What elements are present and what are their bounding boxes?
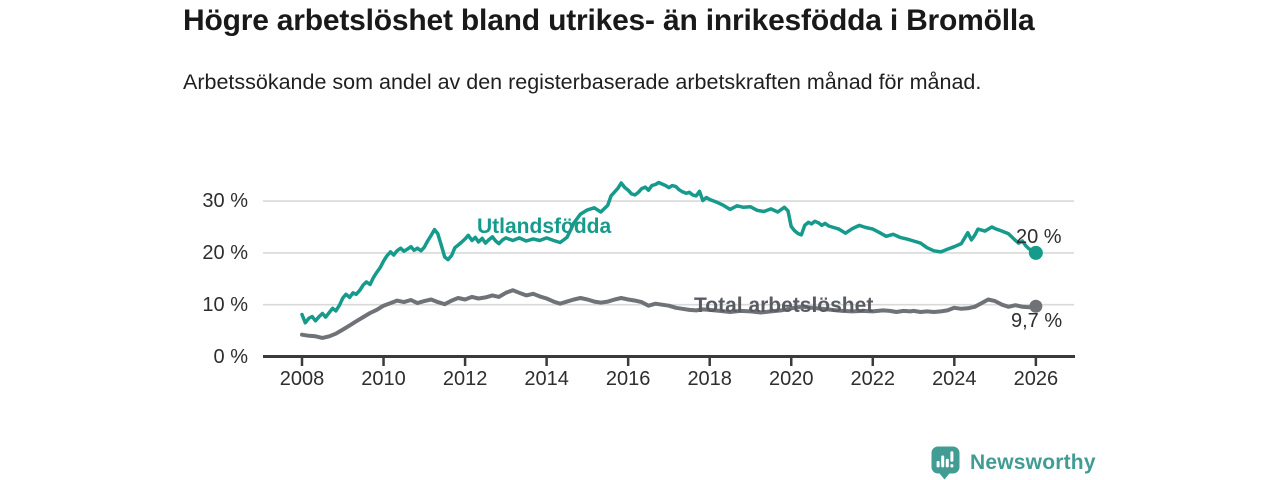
end-dot-utlandsfodda (1028, 245, 1043, 260)
series-line-utlandsfodda (300, 180, 1038, 325)
chart-title: Högre arbetslöshet bland utrikes- än inr… (183, 4, 1035, 37)
y-tick-label-30: 30 % (202, 190, 248, 213)
x-tick-label-2014: 2014 (524, 368, 569, 390)
end-value-label-utlandsfodda: 20 % (1016, 226, 1062, 248)
series-label-total-arbetsloshet: Total arbetslöshet (694, 294, 874, 317)
x-tick-label-2018: 2018 (687, 368, 732, 390)
x-tick-label-2012: 2012 (442, 368, 488, 390)
x-tick-label-2024: 2024 (932, 368, 977, 390)
end-dot-total-arbetsloshet (1029, 299, 1043, 313)
x-tick-label-2016: 2016 (605, 368, 651, 390)
brand-name: Newsworthy (970, 451, 1096, 474)
series-label-utlandsfodda: Utlandsfödda (477, 215, 612, 238)
x-tick-label-2026: 2026 (1013, 368, 1059, 390)
series-line-total-arbetsloshet (300, 288, 1038, 340)
x-tick-label-2020: 2020 (768, 368, 814, 390)
y-tick-label-20: 20 % (202, 241, 248, 264)
x-tick-label-2022: 2022 (850, 368, 896, 390)
x-tick-label-2010: 2010 (361, 368, 406, 390)
bar-chart-speech-bubble-icon (931, 446, 960, 480)
y-tick-label-0: 0 % (213, 345, 248, 368)
newsworthy-logo: Newsworthy (931, 446, 1096, 480)
x-tick-label-2008: 2008 (279, 368, 325, 390)
chart-subtitle: Arbetssökande som andel av den registerb… (183, 70, 982, 94)
end-value-label-total-arbetsloshet: 9,7 % (1011, 310, 1063, 332)
y-tick-label-10: 10 % (202, 293, 248, 316)
